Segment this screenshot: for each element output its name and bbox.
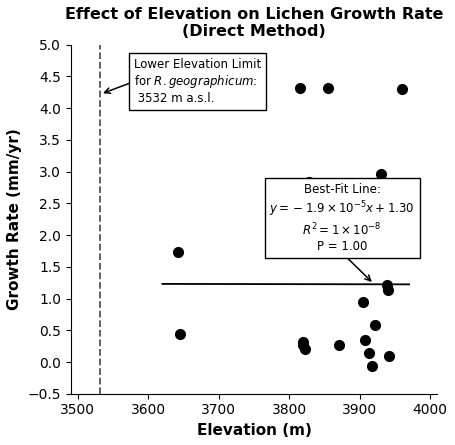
Point bbox=[372, 321, 379, 328]
Point bbox=[369, 362, 376, 369]
Point bbox=[300, 341, 307, 348]
Point bbox=[335, 341, 342, 348]
Text: Best-Fit Line:
$y = -1.9 \times 10^{-5}x + 1.30$
$R^2 = 1 \times 10^{-8}$
P = 1.: Best-Fit Line: $y = -1.9 \times 10^{-5}x… bbox=[269, 183, 415, 253]
Point bbox=[361, 337, 369, 344]
Point bbox=[314, 187, 321, 194]
Point bbox=[399, 85, 406, 93]
Y-axis label: Growth Rate (mm/yr): Growth Rate (mm/yr) bbox=[7, 128, 22, 310]
Text: Lower Elevation Limit
for $\it{R. geographicum}$:
 3532 m a.s.l.: Lower Elevation Limit for $\it{R. geogra… bbox=[134, 58, 262, 105]
Point bbox=[386, 352, 393, 359]
Point bbox=[359, 298, 367, 305]
Point bbox=[177, 331, 184, 338]
Point bbox=[302, 345, 309, 352]
Point bbox=[377, 170, 384, 177]
X-axis label: Elevation (m): Elevation (m) bbox=[197, 423, 312, 438]
Point bbox=[300, 339, 307, 346]
Point bbox=[174, 249, 182, 256]
Point bbox=[305, 178, 313, 185]
Title: Effect of Elevation on Lichen Growth Rate
(Direct Method): Effect of Elevation on Lichen Growth Rat… bbox=[65, 7, 443, 39]
Point bbox=[365, 350, 373, 357]
Point bbox=[383, 281, 390, 288]
Point bbox=[384, 287, 392, 294]
Point bbox=[296, 85, 303, 92]
Point bbox=[324, 84, 332, 91]
